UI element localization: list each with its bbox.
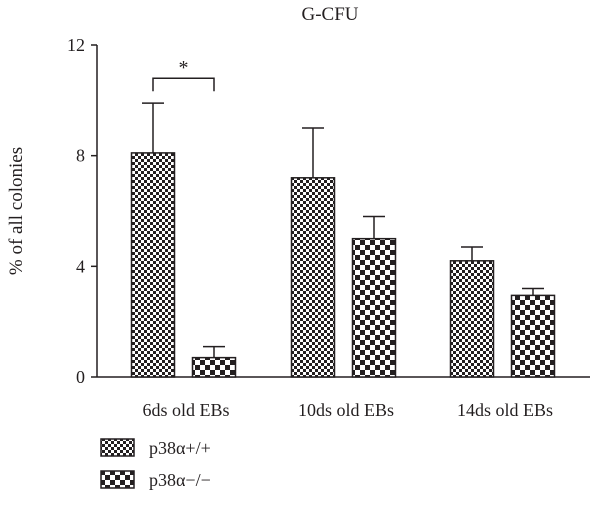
chart-title: G-CFU xyxy=(301,4,358,25)
bar xyxy=(351,237,397,378)
legend-swatch xyxy=(100,438,135,457)
x-category-label: 14ds old EBs xyxy=(457,400,553,420)
bar xyxy=(191,356,237,378)
y-tick-label: 8 xyxy=(76,146,85,166)
legend-label: p38α−/− xyxy=(149,470,211,490)
bar xyxy=(510,294,556,378)
bar xyxy=(130,152,176,378)
legend: p38α+/+ p38α−/− xyxy=(100,438,211,490)
x-category-label: 6ds old EBs xyxy=(142,400,229,420)
plot-area: 0 4 8 12 6ds old EBs 10ds old EBs 14ds old EBs… xyxy=(67,35,590,420)
legend-swatch xyxy=(100,470,135,489)
legend-label: p38α+/+ xyxy=(149,438,211,458)
y-tick-label: 0 xyxy=(76,367,85,387)
y-tick-label: 4 xyxy=(76,256,85,276)
significance-star: * xyxy=(179,57,189,79)
x-category-label: 10ds old EBs xyxy=(298,400,394,420)
y-axis-label: % of all colonies xyxy=(6,147,27,275)
bar xyxy=(449,260,495,378)
y-tick-label: 12 xyxy=(67,35,85,55)
significance-bracket xyxy=(152,77,215,92)
bar xyxy=(290,177,336,378)
